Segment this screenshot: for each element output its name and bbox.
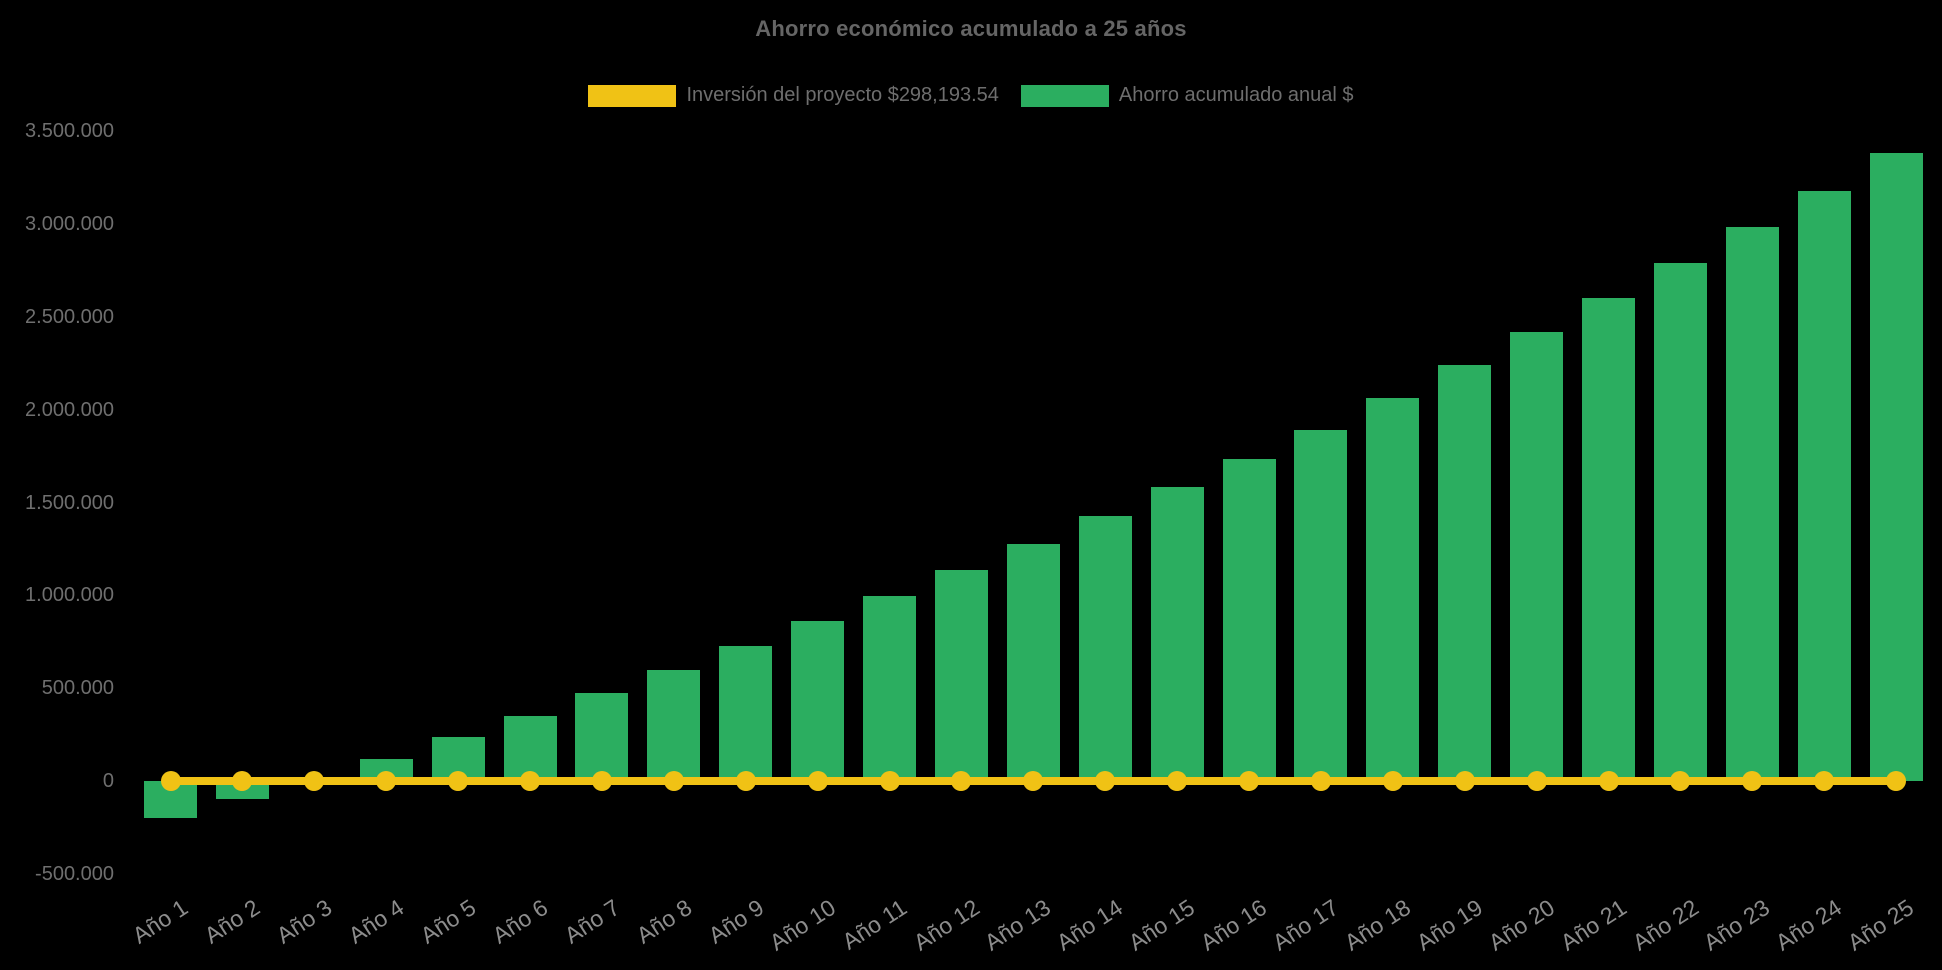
investment-point-ano-13[interactable] [1023,771,1044,791]
x-tick-ano-13: Año 13 [980,894,1056,956]
x-tick-ano-25: Año 25 [1842,894,1919,956]
bar-ano-15[interactable] [1150,486,1204,781]
investment-point-ano-2[interactable] [232,771,253,791]
bar-ano-16[interactable] [1222,458,1276,781]
investment-point-ano-7[interactable] [591,771,612,791]
bar-ano-23[interactable] [1725,226,1779,781]
x-tick-ano-23: Año 23 [1699,894,1775,956]
investment-point-ano-10[interactable] [807,771,828,791]
x-tick-ano-18: Año 18 [1339,894,1415,956]
investment-point-ano-5[interactable] [448,771,469,791]
y-tick-2500000: 2.500.000 [25,306,114,328]
x-tick-ano-5: Año 5 [415,894,481,949]
investment-point-ano-18[interactable] [1382,771,1403,791]
x-tick-ano-22: Año 22 [1627,894,1703,956]
investment-point-ano-1[interactable] [160,771,181,791]
investment-point-ano-24[interactable] [1814,771,1835,791]
bar-ano-14[interactable] [1078,515,1132,781]
investment-point-ano-15[interactable] [1167,771,1188,791]
chart-title: Ahorro económico acumulado a 25 años [755,16,1187,41]
legend-label-savings: Ahorro acumulado anual $ [1118,84,1354,106]
x-tick-ano-11: Año 11 [837,894,912,955]
investment-point-ano-23[interactable] [1742,771,1763,791]
legend-swatch-investment [588,84,677,107]
bar-ano-4[interactable] [359,758,413,781]
x-tick-ano-20: Año 20 [1483,894,1559,956]
x-tick-ano-16: Año 16 [1195,894,1272,956]
y-tick-0: 0 [102,770,114,792]
y-tick-2000000: 2.000.000 [25,398,114,421]
investment-point-ano-25[interactable] [1886,771,1907,791]
bar-ano-12[interactable] [934,570,988,781]
x-tick-ano-24: Año 24 [1771,894,1847,956]
investment-point-ano-14[interactable] [1095,771,1116,791]
investment-point-ano-11[interactable] [879,771,900,791]
x-tick-ano-2: Año 2 [199,894,265,949]
bar-ano-7[interactable] [575,692,629,781]
x-tick-ano-17: Año 17 [1267,894,1344,956]
investment-point-ano-3[interactable] [304,771,325,791]
x-tick-ano-10: Año 10 [764,894,840,956]
investment-point-ano-9[interactable] [735,771,756,791]
investment-point-ano-8[interactable] [663,771,684,791]
x-tick-ano-8: Año 8 [631,894,696,949]
y-tick-1000000: 1.000.000 [25,584,114,607]
bar-ano-6[interactable] [503,715,557,781]
bar-ano-10[interactable] [791,621,845,781]
legend-label-investment: Inversión del proyecto $298,193.54 [686,84,999,106]
y-tick-500000: 500.000 [41,677,114,700]
x-tick-ano-21: Año 21 [1555,894,1631,956]
bar-ano-21[interactable] [1582,298,1635,781]
bar-ano-8[interactable] [647,669,701,781]
legend-item-savings[interactable]: Ahorro acumulado anual $ [1020,84,1354,107]
y-tick-3000000: 3.000.000 [25,213,114,236]
x-tick-ano-15: Año 15 [1123,894,1200,956]
investment-point-ano-16[interactable] [1239,771,1259,791]
bar-ano-24[interactable] [1797,190,1851,781]
x-tick-ano-6: Año 6 [487,894,553,949]
investment-point-ano-4[interactable] [376,771,397,791]
bar-ano-22[interactable] [1653,262,1707,781]
bar-ano-25[interactable] [1869,152,1923,781]
investment-point-ano-21[interactable] [1598,771,1619,791]
bar-ano-20[interactable] [1510,332,1564,781]
x-tick-ano-4: Año 4 [343,894,409,949]
legend-swatch-savings [1020,84,1109,107]
bar-ano-9[interactable] [719,646,773,781]
x-tick-ano-1: Año 1 [128,894,193,949]
bar-ano-19[interactable] [1438,365,1492,781]
bar-ano-17[interactable] [1294,429,1348,781]
y-tick-1500000: 1.500.000 [25,491,114,514]
bar-ano-13[interactable] [1006,543,1060,781]
bar-ano-11[interactable] [863,596,916,781]
x-tick-ano-12: Año 12 [908,894,984,956]
x-tick-ano-14: Año 14 [1052,894,1128,956]
investment-point-ano-12[interactable] [951,771,972,791]
legend: Inversión del proyecto $298,193.54 Ahorr… [0,84,1942,107]
x-tick-ano-19: Año 19 [1411,894,1487,956]
x-tick-ano-7: Año 7 [559,894,625,949]
investment-point-ano-17[interactable] [1310,771,1331,791]
x-tick-ano-3: Año 3 [271,894,337,949]
bar-ano-18[interactable] [1366,398,1420,781]
investment-point-ano-6[interactable] [520,771,540,791]
legend-item-investment[interactable]: Inversión del proyecto $298,193.54 [588,84,999,107]
investment-point-ano-20[interactable] [1526,771,1547,791]
y-tick--500000: -500.000 [35,862,114,885]
investment-point-ano-19[interactable] [1454,771,1475,791]
x-tick-ano-9: Año 9 [703,894,768,949]
investment-point-ano-22[interactable] [1670,771,1691,791]
y-tick-3500000: 3.500.000 [25,120,114,143]
